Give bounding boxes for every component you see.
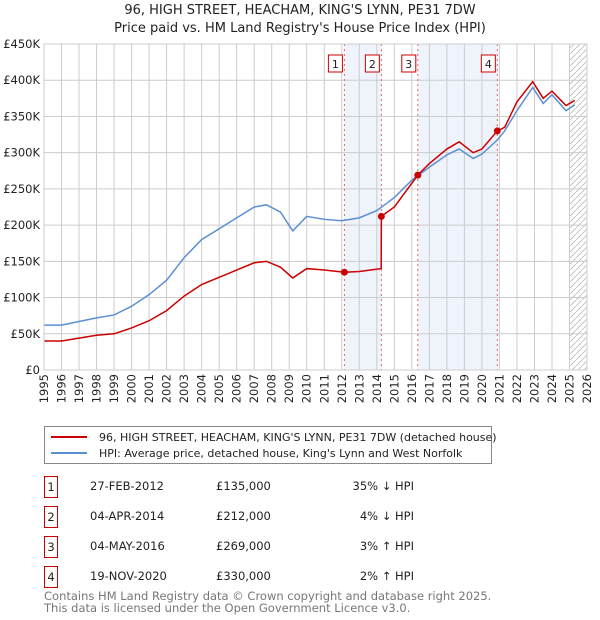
x-tick-label: 1995 bbox=[37, 374, 51, 403]
x-tick-label: 1998 bbox=[90, 374, 104, 403]
x-tick-label: 2017 bbox=[422, 374, 436, 403]
footer-line: This data is licensed under the Open Gov… bbox=[44, 601, 411, 615]
sale-row: 1 27-FEB-2012 £135,000 35% ↓ HPI bbox=[44, 476, 444, 498]
x-tick-label: 2024 bbox=[545, 374, 559, 403]
legend: 96, HIGH STREET, HEACHAM, KING'S LYNN, P… bbox=[44, 426, 497, 464]
x-tick-label: 2013 bbox=[352, 374, 366, 403]
x-tick-label: 2003 bbox=[177, 374, 191, 403]
x-tick-label: 2022 bbox=[510, 374, 524, 403]
sale-marker-badge: 4 bbox=[44, 566, 58, 588]
sale-marker-badge: 2 bbox=[44, 506, 58, 528]
plot-frame bbox=[43, 43, 588, 371]
x-tick-label: 2015 bbox=[387, 374, 401, 403]
x-tick-label: 2019 bbox=[457, 374, 471, 403]
y-tick-label: £350K bbox=[3, 109, 40, 123]
sale-marker-badge: 3 bbox=[44, 536, 58, 558]
sale-hpi-diff: 35% ↓ HPI bbox=[352, 479, 414, 493]
x-tick-label: 1997 bbox=[72, 374, 86, 403]
x-tick-label: 2016 bbox=[405, 374, 419, 403]
legend-item-property: 96, HIGH STREET, HEACHAM, KING'S LYNN, P… bbox=[51, 429, 497, 445]
sale-marker-label: 3 bbox=[405, 58, 412, 71]
shaded-period bbox=[344, 44, 382, 370]
x-tick-label: 2020 bbox=[475, 374, 489, 403]
x-tick-label: 2012 bbox=[335, 374, 349, 403]
sale-marker-box bbox=[401, 54, 417, 73]
sale-date: 04-MAY-2016 bbox=[90, 539, 165, 553]
y-tick-label: £100K bbox=[3, 291, 40, 305]
sale-price: £212,000 bbox=[216, 509, 271, 523]
y-tick-label: £150K bbox=[3, 254, 40, 268]
y-tick-label: £300K bbox=[3, 146, 40, 160]
legend-label: 96, HIGH STREET, HEACHAM, KING'S LYNN, P… bbox=[99, 430, 497, 444]
x-tick-label: 2011 bbox=[317, 374, 331, 403]
sale-row: 3 04-MAY-2016 £269,000 3% ↑ HPI bbox=[44, 536, 444, 558]
hpi-line bbox=[44, 86, 576, 326]
y-tick-label: £200K bbox=[3, 218, 40, 232]
x-tick-label: 2000 bbox=[125, 374, 139, 403]
x-tick-label: 2014 bbox=[370, 374, 384, 403]
x-tick-label: 2021 bbox=[492, 374, 506, 403]
legend-item-hpi: HPI: Average price, detached house, King… bbox=[51, 445, 462, 461]
legend-label: HPI: Average price, detached house, King… bbox=[99, 446, 463, 460]
sale-marker-label: 1 bbox=[332, 58, 339, 71]
x-tick-label: 2026 bbox=[580, 374, 594, 403]
x-tick-label: 2004 bbox=[195, 374, 209, 403]
sale-marker-label: 2 bbox=[369, 58, 376, 71]
chart-subtitle: Price paid vs. HM Land Registry's House … bbox=[114, 21, 486, 36]
sale-point bbox=[414, 171, 422, 179]
sale-date: 19-NOV-2020 bbox=[90, 569, 167, 583]
x-tick-label: 2023 bbox=[527, 374, 541, 403]
sale-point bbox=[340, 268, 348, 276]
chart-title: 96, HIGH STREET, HEACHAM, KING'S LYNN, P… bbox=[124, 3, 476, 18]
sale-marker-badge: 1 bbox=[44, 476, 58, 498]
sale-point bbox=[377, 212, 385, 220]
y-tick-label: £0 bbox=[25, 363, 40, 377]
sale-marker-box bbox=[327, 54, 343, 73]
sale-price: £269,000 bbox=[216, 539, 271, 553]
sale-price: £330,000 bbox=[216, 569, 271, 583]
x-tick-label: 2025 bbox=[562, 374, 576, 403]
x-tick-label: 2009 bbox=[282, 374, 296, 403]
x-tick-label: 2010 bbox=[300, 374, 314, 403]
y-tick-label: £400K bbox=[3, 73, 40, 87]
footer-line: Contains HM Land Registry data © Crown c… bbox=[44, 589, 492, 603]
footer: Contains HM Land Registry data © Crown c… bbox=[44, 590, 491, 614]
shaded-period bbox=[417, 44, 498, 370]
x-tick-label: 2018 bbox=[440, 374, 454, 403]
sale-hpi-diff: 4% ↓ HPI bbox=[359, 509, 414, 523]
sale-point bbox=[493, 127, 501, 135]
x-tick-label: 2005 bbox=[212, 374, 226, 403]
price-chart: 1995 1996 1997 1998 1999 2000 2001 2002 2003 2004… bbox=[3, 37, 594, 403]
sale-marker-box bbox=[364, 54, 380, 73]
sale-row: 2 04-APR-2014 £212,000 4% ↓ HPI bbox=[44, 506, 444, 528]
y-tick-label: £50K bbox=[11, 327, 41, 341]
x-tick-label: 1996 bbox=[55, 374, 69, 403]
x-tick-label: 1999 bbox=[107, 374, 121, 403]
sale-marker-label: 4 bbox=[485, 58, 492, 71]
y-tick-label: £450K bbox=[3, 37, 40, 51]
sale-row: 4 19-NOV-2020 £330,000 2% ↑ HPI bbox=[44, 566, 444, 588]
x-tick-label: 2006 bbox=[230, 374, 244, 403]
sale-date: 04-APR-2014 bbox=[90, 509, 165, 523]
x-tick-label: 2002 bbox=[160, 374, 174, 403]
y-tick-label: £250K bbox=[3, 182, 40, 196]
forecast-hatch bbox=[569, 44, 587, 370]
x-tick-label: 2007 bbox=[247, 374, 261, 403]
sale-hpi-diff: 3% ↑ HPI bbox=[359, 539, 414, 553]
sale-hpi-diff: 2% ↑ HPI bbox=[359, 569, 414, 583]
x-tick-label: 2008 bbox=[265, 374, 279, 403]
sale-date: 27-FEB-2012 bbox=[90, 479, 164, 493]
x-tick-label: 2001 bbox=[142, 374, 156, 403]
sale-price: £135,000 bbox=[216, 479, 271, 493]
sale-marker-box bbox=[480, 54, 496, 73]
